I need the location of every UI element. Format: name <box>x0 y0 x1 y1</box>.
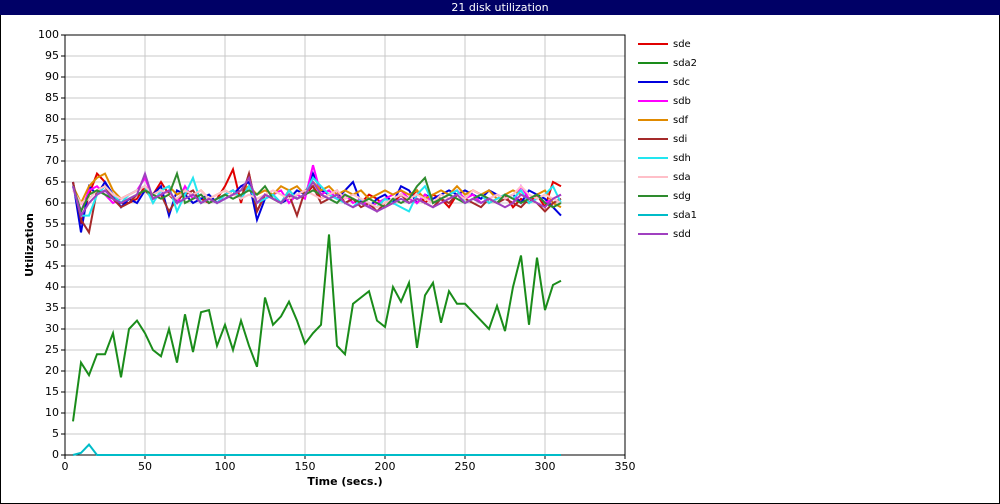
y-tick-label: 95 <box>45 49 59 62</box>
x-tick-label: 200 <box>375 460 396 473</box>
x-tick-label: 250 <box>455 460 476 473</box>
y-tick-label: 70 <box>45 154 59 167</box>
y-tick-label: 90 <box>45 70 59 83</box>
x-tick-label: 0 <box>62 460 69 473</box>
x-axis-label: Time (secs.) <box>307 475 382 488</box>
series-line <box>72 170 562 219</box>
y-axis-label: Utilization <box>23 213 36 277</box>
y-tick-label: 60 <box>45 196 59 209</box>
y-tick-label: 10 <box>45 406 59 419</box>
series-line <box>72 170 562 215</box>
legend-label: sdh <box>673 153 691 164</box>
y-tick-label: 5 <box>52 427 59 440</box>
legend-label: sdd <box>673 229 691 240</box>
y-tick-label: 80 <box>45 112 59 125</box>
legend-label: sde <box>673 39 691 50</box>
y-tick-label: 75 <box>45 133 59 146</box>
y-tick-label: 50 <box>45 238 59 251</box>
x-tick-label: 100 <box>215 460 236 473</box>
x-tick-label: 150 <box>295 460 316 473</box>
y-tick-label: 0 <box>52 448 59 461</box>
y-tick-label: 100 <box>38 28 59 41</box>
legend-label: sda2 <box>673 58 697 69</box>
series-line <box>72 442 561 456</box>
series-line <box>72 234 562 422</box>
legend-label: sdg <box>673 191 691 202</box>
y-tick-label: 30 <box>45 322 59 335</box>
title-bar <box>0 0 1000 15</box>
x-tick-label: 50 <box>138 460 152 473</box>
legend-label: sda <box>673 172 691 183</box>
y-tick-label: 40 <box>45 280 59 293</box>
legend-label: sdf <box>673 115 689 126</box>
y-tick-label: 45 <box>45 259 59 272</box>
y-tick-label: 15 <box>45 385 59 398</box>
legend-label: sdb <box>673 96 691 107</box>
series-line <box>72 184 562 209</box>
y-tick-label: 85 <box>45 91 59 104</box>
chart-title: 21 disk utilization <box>451 1 548 14</box>
legend-label: sdc <box>673 77 690 88</box>
y-tick-label: 55 <box>45 217 59 230</box>
x-tick-label: 300 <box>535 460 556 473</box>
legend-label: sdi <box>673 134 687 145</box>
legend-label: sda1 <box>673 210 697 221</box>
y-tick-label: 25 <box>45 343 59 356</box>
y-tick-label: 35 <box>45 301 59 314</box>
y-tick-label: 65 <box>45 175 59 188</box>
y-tick-label: 20 <box>45 364 59 377</box>
x-tick-label: 350 <box>615 460 636 473</box>
